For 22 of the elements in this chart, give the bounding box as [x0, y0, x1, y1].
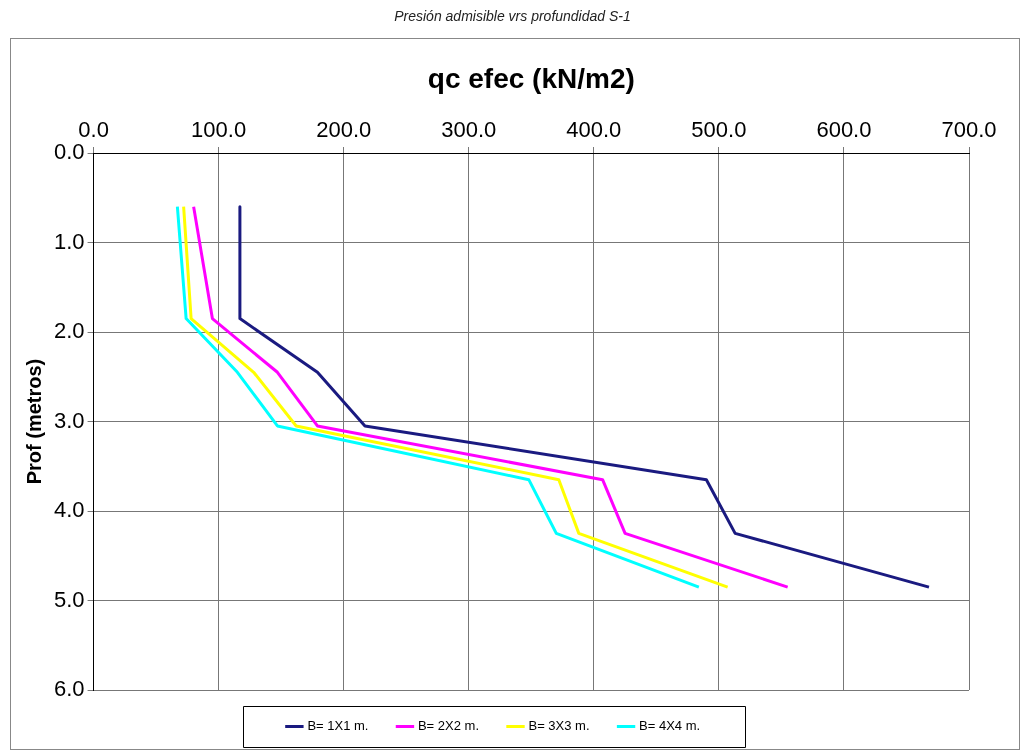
x-tick-label: 200.0: [316, 116, 372, 142]
x-tick-label: 300.0: [441, 116, 497, 142]
x-axis-title: qc efec (kN/m2): [427, 62, 635, 94]
chart-title: Presión admisible vrs profundidad S-1: [393, 8, 632, 24]
legend-label: B= 4X4 m.: [639, 718, 701, 734]
y-tick-label: 1.0: [53, 228, 85, 254]
y-tick-label: 3.0: [53, 407, 85, 433]
x-tick-label: 400.0: [566, 116, 622, 142]
x-tick-label: 700.0: [941, 116, 997, 142]
x-tick-label: 600.0: [816, 116, 872, 142]
x-tick-label: 0.0: [78, 116, 109, 142]
y-tick-label: 6.0: [53, 676, 85, 702]
legend-label: B= 3X3 m.: [528, 718, 590, 734]
y-tick-label: 4.0: [53, 497, 85, 523]
legend-label: B= 2X2 m.: [417, 718, 479, 734]
x-tick-label: 500.0: [691, 116, 747, 142]
x-tick-label: 100.0: [191, 116, 247, 142]
legend-label: B= 1X1 m.: [307, 718, 369, 734]
y-tick-label: 5.0: [53, 586, 85, 612]
y-tick-label: 0.0: [53, 139, 85, 165]
y-axis-title: Prof (metros): [22, 358, 45, 485]
y-tick-label: 2.0: [53, 318, 85, 344]
